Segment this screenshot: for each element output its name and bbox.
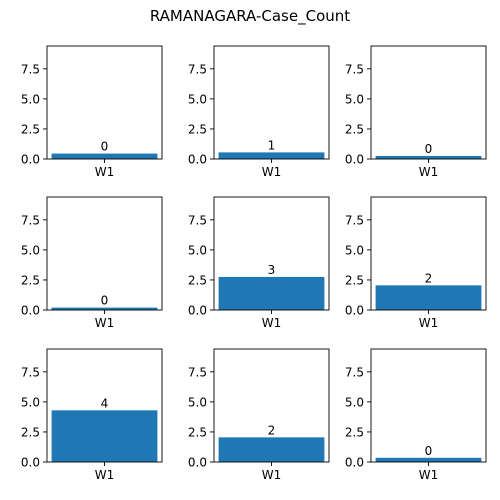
x-tick-label: W1 [419,165,439,179]
bar [51,410,158,462]
y-tick-label: 5.0 [21,395,40,409]
bar-data-label: 0 [101,140,109,154]
y-tick-label: 5.0 [188,395,207,409]
y-tick-label: 0.0 [188,153,207,167]
y-tick-label: 5.0 [345,395,364,409]
y-tick-label: 5.0 [345,92,364,106]
y-tick-label: 5.0 [188,243,207,257]
bar [51,153,158,159]
y-tick-label: 5.0 [188,92,207,106]
y-tick-label: 5.0 [21,243,40,257]
y-tick-label: 7.5 [21,62,40,76]
y-tick-label: 7.5 [345,213,364,227]
bar-data-label: 0 [425,142,433,156]
subplot-7: 4 0.0 2.5 5.0 7.5 W1 [21,348,163,482]
bar [218,152,325,159]
bar [51,307,158,310]
subplot-2: 1 0.0 2.5 5.0 7.5 W1 [188,45,330,179]
subplot-6: 2 0.0 2.5 5.0 7.5 W1 [345,196,487,330]
y-tick-label: 2.5 [21,425,40,439]
bar-data-label: 1 [268,138,276,152]
subplot-8: 2 0.0 2.5 5.0 7.5 W1 [188,348,330,482]
subplot-5: 3 0.0 2.5 5.0 7.5 W1 [188,196,330,330]
bar [375,457,482,462]
x-tick-label: W1 [419,468,439,482]
y-tick-label: 0.0 [21,456,40,470]
subplot-3: 0 0.0 2.5 5.0 7.5 W1 [345,45,487,179]
y-tick-label: 2.5 [21,273,40,287]
bar [218,437,325,462]
y-tick-label: 2.5 [21,122,40,136]
y-tick-label: 0.0 [345,153,364,167]
x-tick-label: W1 [262,316,282,330]
bar [218,276,325,310]
y-tick-label: 0.0 [21,153,40,167]
x-tick-label: W1 [95,316,115,330]
bar [375,155,482,159]
y-tick-label: 0.0 [188,456,207,470]
y-tick-label: 2.5 [188,425,207,439]
y-tick-label: 2.5 [188,122,207,136]
y-tick-label: 7.5 [188,365,207,379]
y-tick-label: 0.0 [21,304,40,318]
x-tick-label: W1 [95,468,115,482]
bar-data-label: 0 [425,444,433,458]
y-tick-label: 0.0 [345,456,364,470]
subplot-4: 0 0.0 2.5 5.0 7.5 W1 [21,196,163,330]
x-tick-label: W1 [95,165,115,179]
bar-data-label: 2 [425,271,433,285]
bar-data-label: 0 [101,294,109,308]
y-tick-label: 5.0 [345,243,364,257]
y-tick-label: 2.5 [345,122,364,136]
y-tick-label: 7.5 [21,213,40,227]
figure-title: RAMANAGARA-Case_Count [149,7,351,25]
y-tick-label: 7.5 [188,62,207,76]
y-tick-label: 0.0 [345,304,364,318]
y-tick-label: 2.5 [345,273,364,287]
bar-data-label: 2 [268,423,276,437]
x-tick-label: W1 [262,165,282,179]
y-tick-label: 2.5 [188,273,207,287]
y-tick-label: 7.5 [345,62,364,76]
x-tick-label: W1 [419,316,439,330]
bar-data-label: 3 [268,263,276,277]
y-tick-label: 7.5 [345,365,364,379]
y-tick-label: 5.0 [21,92,40,106]
subplot-9: 0 0.0 2.5 5.0 7.5 W1 [345,348,487,482]
x-tick-label: W1 [262,468,282,482]
y-tick-label: 0.0 [188,304,207,318]
y-tick-label: 7.5 [188,213,207,227]
bar-data-label: 4 [101,396,109,410]
y-tick-label: 2.5 [345,425,364,439]
subplot-1: 0 0.0 2.5 5.0 7.5 W1 [21,45,163,179]
bar [375,285,482,310]
y-tick-label: 7.5 [21,365,40,379]
